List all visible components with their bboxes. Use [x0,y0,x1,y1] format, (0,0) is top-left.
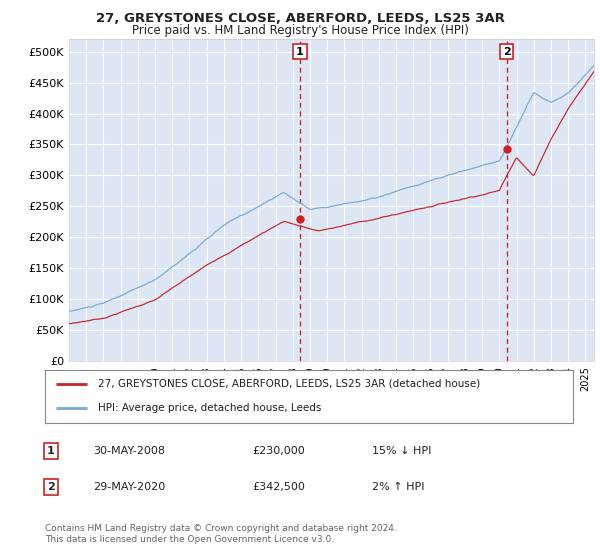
Text: Contains HM Land Registry data © Crown copyright and database right 2024.
This d: Contains HM Land Registry data © Crown c… [45,524,397,544]
Text: 27, GREYSTONES CLOSE, ABERFORD, LEEDS, LS25 3AR (detached house): 27, GREYSTONES CLOSE, ABERFORD, LEEDS, L… [98,379,480,389]
Text: £342,500: £342,500 [252,482,305,492]
Text: 30-MAY-2008: 30-MAY-2008 [93,446,165,456]
Text: 15% ↓ HPI: 15% ↓ HPI [372,446,431,456]
Text: 29-MAY-2020: 29-MAY-2020 [93,482,165,492]
Text: 1: 1 [296,46,304,57]
Text: 27, GREYSTONES CLOSE, ABERFORD, LEEDS, LS25 3AR: 27, GREYSTONES CLOSE, ABERFORD, LEEDS, L… [95,12,505,25]
Text: 1: 1 [47,446,55,456]
Text: Price paid vs. HM Land Registry's House Price Index (HPI): Price paid vs. HM Land Registry's House … [131,24,469,36]
Text: HPI: Average price, detached house, Leeds: HPI: Average price, detached house, Leed… [98,403,321,413]
Text: 2: 2 [47,482,55,492]
Text: 2: 2 [503,46,511,57]
Text: £230,000: £230,000 [252,446,305,456]
Text: 2% ↑ HPI: 2% ↑ HPI [372,482,425,492]
